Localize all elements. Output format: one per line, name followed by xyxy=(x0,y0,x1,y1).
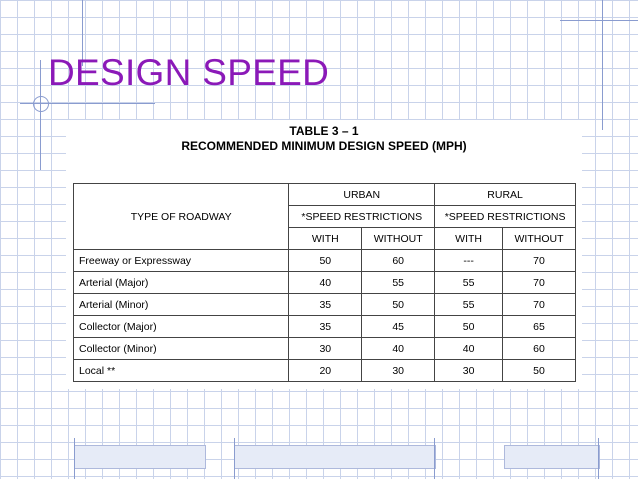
slide-title: DESIGN SPEED xyxy=(48,52,330,93)
rural-with-cell: 55 xyxy=(434,271,504,294)
bottom-vertical-line-1 xyxy=(74,438,75,479)
urban-with-cell: 35 xyxy=(288,293,363,316)
top-left-vertical-line xyxy=(82,0,83,66)
table-caption: RECOMMENDED MINIMUM DESIGN SPEED (MPH) xyxy=(181,139,467,153)
rural-with-cell: 30 xyxy=(434,359,504,382)
roadway-type-cell: Freeway or Expressway xyxy=(72,249,290,272)
type-of-roadway-header: TYPE OF ROADWAY xyxy=(72,183,290,250)
top-right-horizontal-line xyxy=(560,20,638,21)
urban-without-cell: 40 xyxy=(361,337,436,360)
header-row-restrictions: *SPEED RESTRICTIONS *SPEED RESTRICTIONS xyxy=(74,205,576,228)
bottom-deco-block-left xyxy=(74,445,206,469)
urban-without-cell: 30 xyxy=(361,359,436,382)
table-row: Collector (Major) 35 45 50 65 xyxy=(72,315,576,338)
bottom-vertical-line-3 xyxy=(434,438,435,479)
rural-without-cell: 60 xyxy=(502,337,576,360)
top-right-vertical-line xyxy=(602,0,603,130)
rural-without-header: WITHOUT xyxy=(502,227,576,250)
bottom-deco-block-right xyxy=(504,445,600,469)
title-underline xyxy=(20,103,155,104)
roadway-type-cell: Arterial (Major) xyxy=(72,271,290,294)
speed-table: TYPE OF ROADWAY URBAN RURAL *SPEED RESTR… xyxy=(72,183,576,382)
roadway-type-cell: Collector (Minor) xyxy=(72,337,290,360)
left-vertical-line xyxy=(40,60,41,170)
urban-with-cell: 50 xyxy=(288,249,363,272)
bottom-vertical-line-4 xyxy=(598,438,599,479)
table-row: Arterial (Minor) 35 50 55 70 xyxy=(72,293,576,316)
rural-with-header: WITH xyxy=(434,227,504,250)
rural-with-cell: 55 xyxy=(434,293,504,316)
roadway-type-cell: Collector (Major) xyxy=(72,315,290,338)
rural-without-cell: 65 xyxy=(502,315,576,338)
roadway-type-cell: Arterial (Minor) xyxy=(72,293,290,316)
rural-without-cell: 50 xyxy=(502,359,576,382)
bottom-deco-block-middle xyxy=(234,445,436,469)
urban-with-cell: 20 xyxy=(288,359,363,382)
table-row: Freeway or Expressway 50 60 --- 70 xyxy=(72,249,576,272)
rural-without-cell: 70 xyxy=(502,293,576,316)
rural-restrictions-header: *SPEED RESTRICTIONS xyxy=(434,205,576,228)
urban-with-header: WITH xyxy=(288,227,363,250)
urban-restrictions-header: *SPEED RESTRICTIONS xyxy=(288,205,436,228)
speed-table-body: TYPE OF ROADWAY URBAN RURAL *SPEED RESTR… xyxy=(72,183,576,382)
table-number: TABLE 3 – 1 xyxy=(289,124,359,138)
rural-header: RURAL xyxy=(434,183,576,206)
urban-without-cell: 60 xyxy=(361,249,436,272)
rural-with-cell: --- xyxy=(434,249,504,272)
urban-header: URBAN xyxy=(288,183,436,206)
urban-without-cell: 50 xyxy=(361,293,436,316)
table-panel: TABLE 3 – 1 RECOMMENDED MINIMUM DESIGN S… xyxy=(66,120,582,389)
rural-without-cell: 70 xyxy=(502,271,576,294)
bottom-vertical-line-2 xyxy=(234,438,235,479)
table-row: Arterial (Major) 40 55 55 70 xyxy=(72,271,576,294)
roadway-type-cell: Local ** xyxy=(72,359,290,382)
urban-with-cell: 35 xyxy=(288,315,363,338)
rural-without-cell: 70 xyxy=(502,249,576,272)
rural-with-cell: 40 xyxy=(434,337,504,360)
urban-without-cell: 55 xyxy=(361,271,436,294)
urban-with-cell: 40 xyxy=(288,271,363,294)
header-row-groups: TYPE OF ROADWAY URBAN RURAL xyxy=(72,183,576,250)
rural-with-cell: 50 xyxy=(434,315,504,338)
circle-ornament xyxy=(33,96,49,112)
urban-without-cell: 45 xyxy=(361,315,436,338)
urban-with-cell: 30 xyxy=(288,337,363,360)
table-row: Collector (Minor) 30 40 40 60 xyxy=(72,337,576,360)
urban-without-header: WITHOUT xyxy=(361,227,436,250)
table-row: Local ** 20 30 30 50 xyxy=(72,359,576,382)
